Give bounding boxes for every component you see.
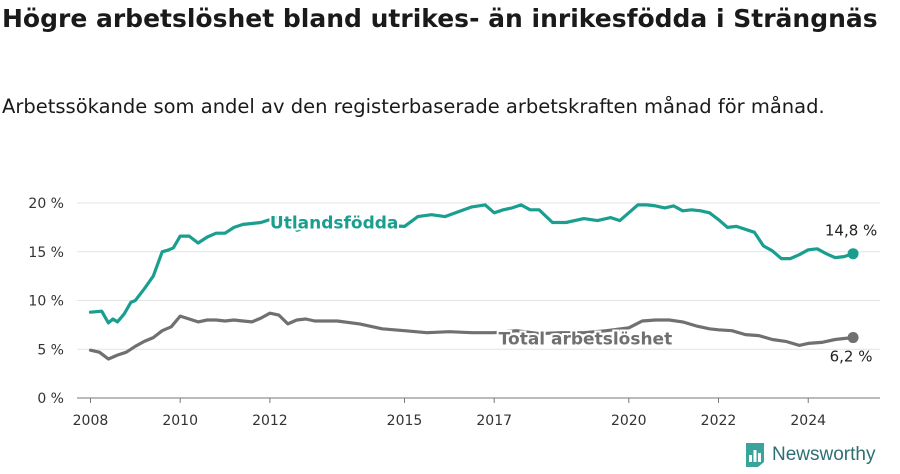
- x-tick-label: 2022: [701, 413, 737, 429]
- x-tick-label: 2008: [73, 413, 109, 429]
- x-tick-label: 2020: [611, 413, 647, 429]
- chart-title: Högre arbetslöshet bland utrikes- än inr…: [2, 4, 878, 33]
- series-line-1: [88, 311, 855, 361]
- series-name-label-1: Total arbetslöshet: [499, 330, 673, 350]
- series-end-point-0: [847, 248, 859, 260]
- series-name-label-0: Utlandsfödda: [270, 214, 399, 234]
- newsworthy-logo-icon: [746, 443, 764, 467]
- series-lines: [88, 203, 859, 361]
- x-tick-label: 2012: [252, 413, 288, 429]
- y-tick-label: 20 %: [28, 196, 64, 212]
- series-end-point-1: [847, 332, 859, 344]
- y-tick-label: 15 %: [28, 245, 64, 261]
- brand: Newsworthy: [744, 442, 875, 468]
- x-axis-ticks: 2008 2010 2012 2015 2017 2020 2022 2024: [73, 398, 826, 429]
- y-tick-label: 0 %: [37, 391, 64, 407]
- chart-subtitle: Arbetssökande som andel av den registerb…: [2, 95, 825, 118]
- x-tick-label: 2010: [162, 413, 198, 429]
- grid-lines: [77, 202, 880, 399]
- y-axis-ticks: 0 % 5 % 10 % 15 % 20 %: [28, 196, 64, 407]
- end-value-label-1: 6,2 %: [830, 348, 873, 366]
- end-value-label-0: 14,8 %: [825, 222, 877, 240]
- series-line-0: [88, 203, 855, 325]
- x-tick-label: 2017: [476, 413, 512, 429]
- series-labels: Utlandsfödda Total arbetslöshet 14,8 % 6,2 …: [268, 212, 877, 366]
- x-tick-label: 2015: [387, 413, 423, 429]
- y-tick-label: 10 %: [28, 294, 64, 310]
- x-tick-label: 2024: [790, 413, 826, 429]
- brand-name: Newsworthy: [772, 444, 876, 465]
- y-tick-label: 5 %: [37, 342, 64, 358]
